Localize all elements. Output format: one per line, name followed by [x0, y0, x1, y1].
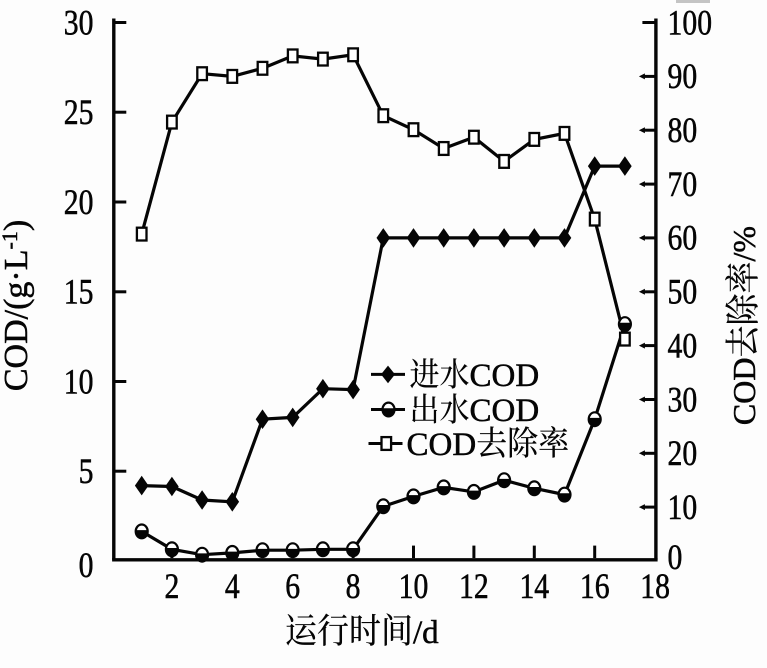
svg-text:COD: COD [726, 358, 762, 426]
svg-text:0: 0 [668, 538, 683, 577]
svg-text:16: 16 [580, 568, 610, 607]
svg-text:12: 12 [459, 568, 489, 607]
svg-text:25: 25 [64, 94, 94, 133]
svg-text:COD: COD [407, 427, 477, 463]
svg-text:20: 20 [64, 183, 94, 222]
svg-text:40: 40 [668, 327, 698, 366]
svg-text:15: 15 [64, 273, 94, 312]
svg-text:5: 5 [79, 453, 94, 492]
svg-text:COD: COD [470, 358, 540, 394]
svg-text:8: 8 [346, 568, 361, 607]
svg-text:10: 10 [668, 488, 698, 527]
svg-text:50: 50 [668, 273, 698, 312]
svg-text:60: 60 [668, 219, 698, 258]
svg-text:18: 18 [640, 568, 670, 607]
svg-text:14: 14 [519, 568, 549, 607]
svg-text:90: 90 [668, 58, 698, 97]
svg-text:2: 2 [164, 568, 179, 607]
svg-text:80: 80 [668, 112, 698, 151]
svg-text:30: 30 [668, 381, 698, 420]
svg-text:10: 10 [64, 363, 94, 402]
svg-text:10: 10 [399, 568, 429, 607]
svg-text:20: 20 [668, 435, 698, 474]
svg-text:COD: COD [470, 393, 540, 429]
svg-text:100: 100 [668, 4, 713, 43]
svg-text:70: 70 [668, 165, 698, 204]
svg-text:/d: /d [413, 615, 439, 651]
svg-text:/%: /% [726, 226, 762, 262]
svg-text:0: 0 [79, 546, 94, 585]
svg-text:30: 30 [64, 4, 94, 43]
svg-text:6: 6 [285, 568, 300, 607]
svg-text:4: 4 [225, 568, 240, 607]
